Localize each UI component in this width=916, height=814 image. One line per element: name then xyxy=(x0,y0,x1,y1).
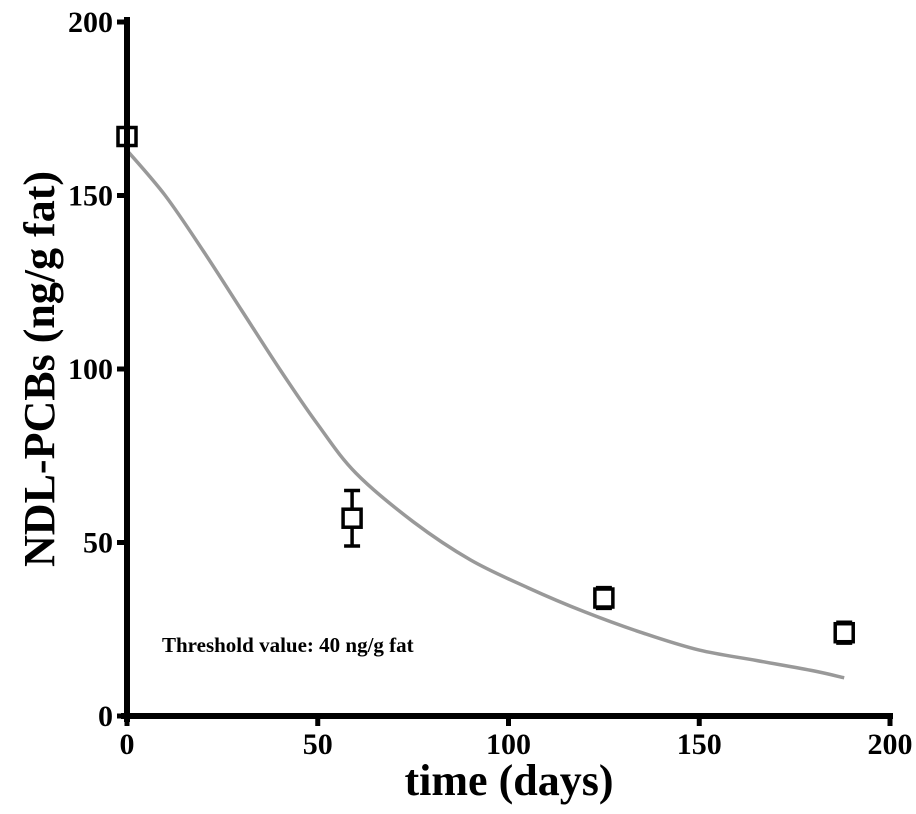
data-point-marker xyxy=(341,507,363,529)
x-tick-label: 50 xyxy=(303,728,333,761)
y-tick-label: 50 xyxy=(83,527,113,560)
x-tick-label: 0 xyxy=(120,728,135,761)
y-axis-title: NDL-PCBs (ng/g fat) xyxy=(15,171,64,567)
data-point xyxy=(833,620,855,645)
fit-curve-line xyxy=(125,149,845,680)
x-tick-label: 200 xyxy=(868,728,913,761)
x-axis-title: time (days) xyxy=(405,756,614,805)
data-point-marker xyxy=(833,621,855,644)
y-tick-label: 150 xyxy=(68,180,113,213)
data-point xyxy=(593,585,615,611)
plot-area xyxy=(116,125,855,680)
axes xyxy=(117,17,893,726)
tick-labels: 0 50 100 150 200 0 50 100 150 200 xyxy=(68,6,913,761)
data-point xyxy=(341,488,363,548)
data-point-marker xyxy=(593,587,615,609)
y-tick-label: 200 xyxy=(68,6,113,39)
y-tick-label: 100 xyxy=(68,353,113,386)
x-tick-label: 150 xyxy=(677,728,722,761)
y-tick-label: 0 xyxy=(98,700,113,733)
threshold-annotation: Threshold value: 40 ng/g fat xyxy=(162,633,414,657)
x-tick-label: 100 xyxy=(486,728,531,761)
